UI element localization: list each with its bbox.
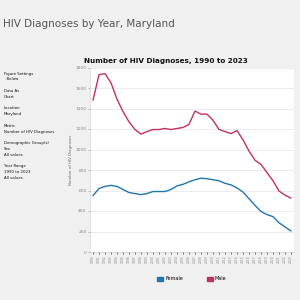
Text: Number of HIV Diagnoses, 1990 to 2023: Number of HIV Diagnoses, 1990 to 2023 <box>84 58 248 64</box>
Text: HIV Diagnoses by Year, Maryland: HIV Diagnoses by Year, Maryland <box>3 20 175 29</box>
Legend: Female, Male: Female, Male <box>158 277 226 281</box>
Text: Figure Settings
  Below

Data As
Chart

Location
Maryland

Metric
Number of HIV : Figure Settings Below Data As Chart Loca… <box>4 72 54 180</box>
Y-axis label: Number of HIV Diagnoses: Number of HIV Diagnoses <box>69 135 73 185</box>
